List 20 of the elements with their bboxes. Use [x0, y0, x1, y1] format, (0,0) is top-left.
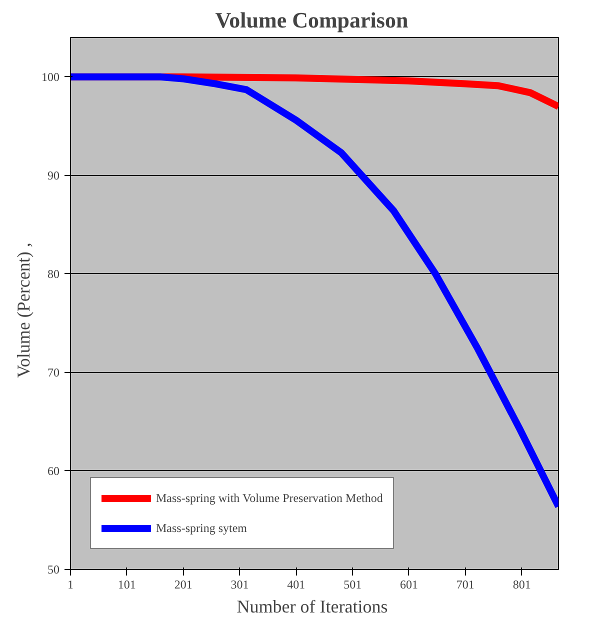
x-tick-label: 501 — [344, 578, 362, 592]
y-tick-label: 80 — [48, 266, 60, 281]
x-tick-label: 201 — [174, 578, 192, 592]
y-tick-label: 50 — [48, 562, 60, 576]
x-tick-label: 601 — [400, 578, 418, 592]
legend-label: Mass-spring with Volume Preservation Method — [156, 490, 383, 506]
x-tick-label: 701 — [456, 578, 474, 592]
x-tick-label: 401 — [287, 578, 306, 592]
x-tick-label: 301 — [230, 578, 249, 592]
x-tick-label: 101 — [118, 578, 136, 592]
x-axis-title: Number of Iterations — [236, 596, 388, 616]
y-tick-label: 100 — [42, 70, 60, 84]
chart-title: Volume Comparison — [215, 8, 408, 32]
x-tick-label: 1 — [68, 578, 74, 592]
y-axis-title: Volume (Percent) , — [14, 242, 34, 378]
y-tick-label: 60 — [48, 464, 60, 478]
y-tick-label: 70 — [48, 365, 60, 380]
legend-label: Mass-spring sytem — [156, 520, 247, 536]
y-tick-label: 90 — [48, 168, 60, 182]
x-tick-label: 801 — [512, 578, 531, 592]
